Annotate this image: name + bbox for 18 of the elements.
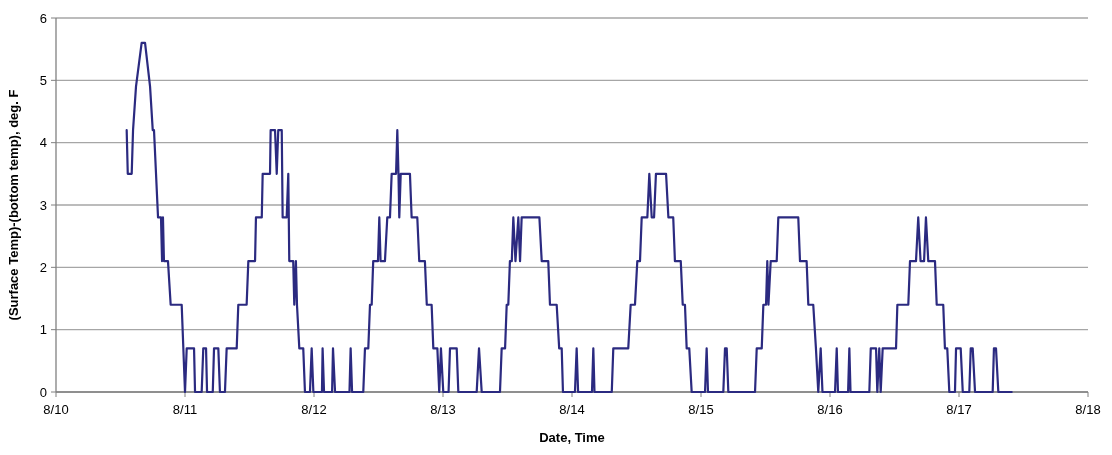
x-tick-label: 8/13 — [430, 402, 456, 417]
x-tick-label: 8/15 — [688, 402, 714, 417]
y-tick-label: 0 — [39, 384, 47, 400]
x-tick-label: 8/10 — [43, 402, 69, 417]
y-tick-label: 4 — [39, 135, 47, 151]
y-tick-label: 2 — [39, 259, 47, 275]
y-axis-title: (Surface Temp)-(bottom temp), deg. F — [6, 89, 21, 321]
y-tick-label: 6 — [39, 10, 47, 26]
x-tick-label: 8/16 — [817, 402, 843, 417]
x-tick-label: 8/17 — [946, 402, 972, 417]
x-axis-title: Date, Time — [539, 430, 605, 445]
x-tick-label: 8/14 — [559, 402, 585, 417]
y-tick-label: 3 — [39, 197, 47, 213]
x-tick-label: 8/11 — [172, 402, 198, 417]
x-tick-label: 8/18 — [1075, 402, 1101, 417]
x-tick-label: 8/12 — [301, 402, 327, 417]
y-tick-label: 5 — [39, 72, 47, 88]
y-tick-label: 1 — [39, 322, 47, 338]
